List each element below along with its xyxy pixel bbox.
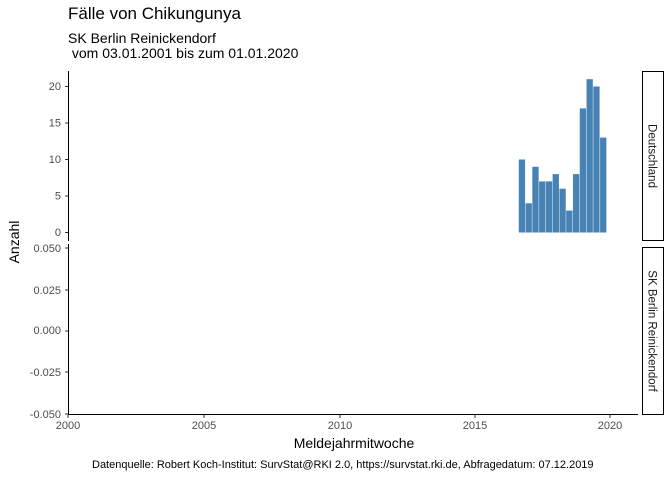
y-tick-label-p1-0: 0: [55, 227, 61, 239]
y-tick-label-p2-0: 0.050: [33, 243, 61, 255]
subtitle-line-1: SK Berlin Reinickendorf: [68, 30, 216, 46]
chart-subtitle: SK Berlin Reinickendorf vom 03.01.2001 b…: [68, 31, 298, 61]
x-tick-label-2005: 2005: [192, 420, 216, 432]
y-tick-label-p2-4: -0.050: [30, 409, 61, 421]
x-axis-title: Meldejahrmitwoche: [294, 435, 415, 451]
y-tick-label-p1-2: 10: [49, 154, 61, 166]
bar-1: [525, 203, 532, 233]
bar-11: [593, 86, 600, 233]
bar-8: [572, 174, 580, 233]
x-tick-label-2020: 2020: [598, 420, 622, 432]
y-tick-label-p2-3: -0.025: [30, 367, 61, 379]
bar-3: [539, 181, 546, 233]
bars-group: [518, 79, 607, 233]
bar-0: [518, 159, 526, 233]
bar-10: [586, 79, 593, 233]
x-tick-label-2010: 2010: [328, 420, 352, 432]
y-tick-label-p1-3: 15: [49, 118, 61, 130]
x-tick-label-2015: 2015: [463, 420, 487, 432]
bar-9: [579, 108, 587, 233]
y-tick-label-p1-4: 20: [49, 81, 61, 93]
bar-7: [566, 210, 573, 233]
strip-box-reinickendorf: [642, 247, 664, 415]
strip-label-reinickendorf: SK Berlin Reinickendorf: [646, 270, 658, 392]
data-source-caption: Datenquelle: Robert Koch-Institut: SurvS…: [92, 459, 594, 471]
strip-box-deutschland: [642, 71, 664, 241]
bar-12: [600, 137, 607, 233]
chart-title: Fälle von Chikungunya: [68, 4, 241, 23]
bar-6: [559, 188, 566, 233]
strip-label-deutschland: Deutschland: [646, 124, 658, 188]
y-tick-label-p2-2: 0.000: [33, 325, 61, 337]
bar-4: [545, 181, 553, 233]
y-tick-label-p2-1: 0.025: [33, 285, 61, 297]
bar-2: [532, 166, 539, 233]
bar-5: [552, 174, 559, 233]
y-axis-title: Anzahl: [6, 221, 22, 264]
y-tick-label-p1-1: 5: [55, 191, 61, 203]
subtitle-line-2: vom 03.01.2001 bis zum 01.01.2020: [68, 45, 299, 61]
x-tick-label-2000: 2000: [56, 420, 80, 432]
